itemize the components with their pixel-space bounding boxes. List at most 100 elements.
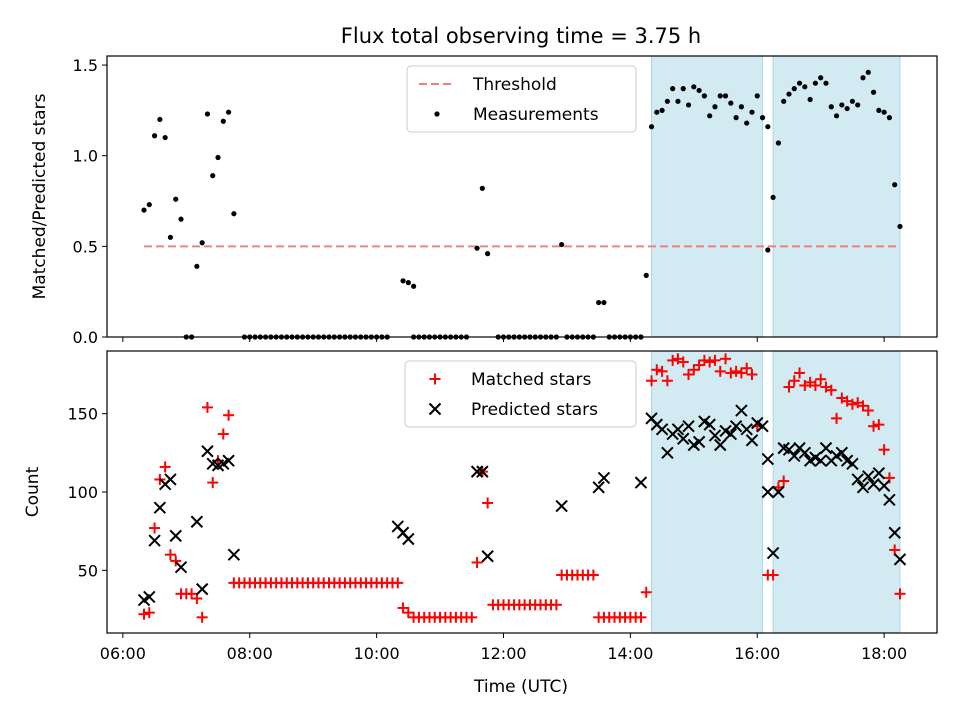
measurement-point [849,98,856,104]
observing-window-2 [772,55,901,338]
measurement-point [691,84,697,90]
measurement-point [141,207,147,213]
measurement-point [157,116,163,123]
predicted-star-point-b [788,449,801,463]
predicted-star-point-b [153,501,167,514]
predicted-star-point-b [677,432,690,445]
measurement-point [775,140,782,146]
measurement-point [701,93,707,99]
figure-title: Flux total observing time = 3.75 h [341,24,701,48]
measurement-point [749,109,755,115]
predicted-star-point-b [751,416,764,430]
predicted-star-point-b [164,473,177,486]
x-tick-label: 16:00 [734,644,780,663]
predicted-star-point-b [893,553,907,566]
predicted-star-point-b [592,481,605,494]
measurement-point [733,115,739,121]
predicted-star-point-b [391,520,404,533]
predicted-star-point-b [761,485,775,499]
legend-label: Measurements [473,105,599,125]
measurement-point [738,104,744,110]
measurement-point [670,86,676,92]
predicted-star-point-b [555,499,568,513]
predicted-star-point-b [719,424,732,438]
measurement-point [643,272,649,278]
measurement-point [786,91,792,97]
measurement-point [194,263,200,269]
measurement-point [754,93,760,99]
measurement-point [839,102,845,108]
predicted-star-point-b [729,419,743,433]
x-tick-label: 18:00 [861,644,907,663]
y-tick-label: 0.0 [73,328,98,347]
predicted-star-point-b [877,479,891,492]
y-tick-label: 150 [67,405,98,424]
predicted-star-point-b [703,418,716,431]
predicted-star-point-b [402,532,415,546]
legend-measurements-swatch [434,111,440,117]
x-tick-label: 14:00 [607,644,653,663]
measurement-point [596,299,602,306]
measurement-point [654,109,660,115]
measurement-point [759,115,766,121]
measurement-point [559,241,565,248]
y-tick-label: 0.5 [73,237,98,256]
legend-box [404,360,637,428]
measurement-point [659,107,665,113]
top-panel-matched-predicted-ratio: 0.0 0.5 1.0 1.5 Matched/Predicted stars Thres… [30,55,938,347]
measurement-point [696,87,702,94]
measurement-point [151,133,158,139]
predicted-star-point-b [819,441,833,455]
measurement-point [812,80,819,86]
measurement-point [675,98,681,104]
measurement-point [204,111,211,117]
x-axis-label: Time (UTC) [473,677,568,697]
y-axis-label: Matched/Predicted stars [30,93,50,299]
measurement-point [167,234,174,240]
legend-label: Predicted stars [471,400,598,420]
measurement-point [818,75,824,81]
predicted-star-point-b [148,534,161,547]
predicted-star-point-b [766,546,780,560]
measurement-point [833,113,840,119]
measurement-point [231,211,237,217]
predicted-star-point-b [798,446,812,460]
x-tick-label: 10:00 [354,644,400,663]
measurement-point [855,102,861,108]
observing-window-2 [772,350,901,634]
measurement-point [712,104,718,110]
measurement-point [886,115,893,121]
measurement-point [680,86,686,92]
measurement-point [828,104,834,110]
measurement-point [744,120,750,126]
measurement-point [876,107,882,113]
measurement-point [601,299,607,306]
predicted-star-point-b [761,452,775,466]
measurement-point [807,96,813,103]
predicted-star-point-b [745,434,759,447]
plot-frame [106,55,938,338]
predicted-star-point-b [782,443,796,456]
legend-box [406,65,637,133]
predicted-star-point-b [227,548,241,561]
predicted-star-point-b [888,526,901,539]
measurement-point [405,280,411,286]
measurement-point [865,69,871,75]
measurement-point [765,247,771,253]
measurement-point [685,102,692,108]
measurement-point [770,194,776,201]
predicted-star-point-b [396,526,410,539]
predicted-star-point-b [835,446,849,460]
y-tick-label: 1.0 [73,147,98,166]
measurement-point [485,251,491,257]
predicted-star-point-b [671,423,685,436]
predicted-star-point-b [872,466,886,480]
measurement-point [178,216,184,222]
predicted-star-point-b [190,515,204,528]
x-tick-label: 08:00 [227,644,273,663]
predicted-star-point-b [634,476,648,489]
predicted-star-point-b [476,465,489,478]
predicted-star-point-b [481,550,494,563]
predicted-star-point-b [724,427,738,441]
